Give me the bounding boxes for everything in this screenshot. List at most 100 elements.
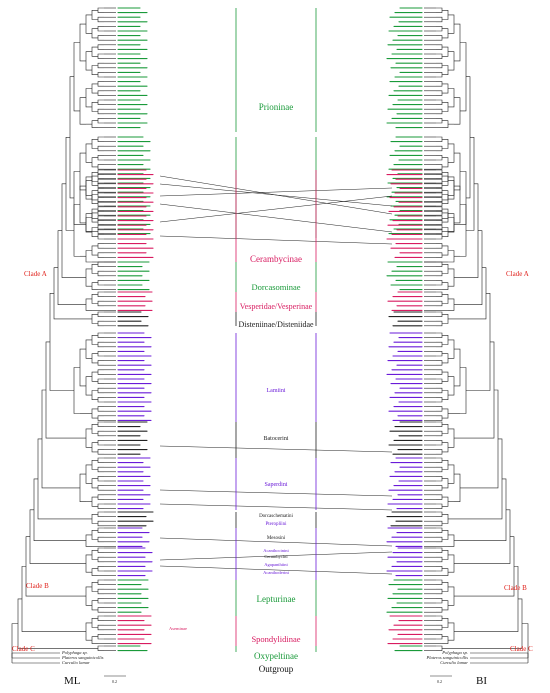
tree-branch bbox=[436, 252, 443, 258]
tree-branch bbox=[436, 624, 443, 631]
tree-branch bbox=[97, 494, 104, 500]
tree-branch bbox=[448, 176, 455, 196]
tree-branch bbox=[442, 139, 449, 149]
outgroup-taxon-left-2: Plateros sanguinicollis bbox=[61, 655, 104, 660]
tree-branch bbox=[436, 397, 443, 403]
tree-branch bbox=[97, 99, 104, 105]
tree-branch bbox=[460, 171, 467, 225]
tree-branch bbox=[436, 406, 443, 412]
tree-branch bbox=[448, 622, 455, 641]
subfamily-label-outgroup: Outgroup bbox=[259, 664, 294, 674]
subfamily-label-cerambycinae: Cerambycinae bbox=[250, 254, 302, 264]
tree-branch bbox=[442, 478, 449, 489]
subfamily-label-dorcasominae: Dorcasominae bbox=[251, 282, 300, 292]
tree-branch bbox=[442, 175, 449, 186]
tree-branch bbox=[436, 503, 443, 509]
tanglegram-connector bbox=[159, 183, 393, 207]
tanglegram-connector bbox=[159, 537, 393, 547]
tree-branch bbox=[442, 28, 449, 39]
tree-branch bbox=[85, 554, 92, 573]
tree-branch bbox=[97, 360, 104, 366]
tree-branch bbox=[442, 294, 449, 304]
tree-branch bbox=[91, 568, 98, 576]
tree-branch bbox=[442, 65, 449, 75]
tree-branch bbox=[436, 457, 443, 463]
tree-branch bbox=[448, 51, 455, 71]
tree-branch bbox=[442, 496, 449, 507]
tree-branch bbox=[448, 586, 455, 606]
tree-branch bbox=[85, 213, 92, 233]
tree-branch bbox=[436, 118, 443, 124]
tree-branch bbox=[436, 62, 443, 69]
tree-branch bbox=[97, 72, 104, 78]
tree-branch bbox=[73, 367, 80, 414]
right-tree-taxa bbox=[386, 7, 423, 652]
tree-branch bbox=[454, 152, 461, 191]
tree-branch bbox=[85, 622, 92, 641]
tree-branch bbox=[97, 598, 104, 604]
tree-branch bbox=[97, 369, 104, 375]
subfamily-label-aseminae: Aseminae bbox=[169, 626, 187, 631]
subfamily-label-cerambycini: Cerambycini bbox=[264, 554, 288, 559]
tree-branch bbox=[97, 607, 104, 613]
tree-branch bbox=[436, 99, 443, 105]
tree-branch bbox=[454, 185, 461, 224]
clade-c-label-right: Clade C bbox=[510, 645, 533, 653]
tree-branch bbox=[442, 390, 449, 400]
tree-root bbox=[11, 623, 18, 658]
tree-branch bbox=[91, 102, 98, 112]
tree-branch bbox=[97, 7, 104, 13]
tree-branch bbox=[436, 494, 443, 500]
tree-branch bbox=[85, 176, 92, 196]
tree-branch bbox=[436, 16, 443, 23]
tree-branch bbox=[79, 97, 86, 125]
tree-branch bbox=[97, 90, 104, 96]
tree-branch bbox=[454, 97, 461, 125]
tree-branch bbox=[442, 46, 449, 57]
tree-branch bbox=[442, 10, 449, 20]
tree-branch bbox=[91, 371, 98, 382]
tree-branch bbox=[436, 579, 443, 585]
tree-branch bbox=[436, 53, 443, 59]
tree-branch bbox=[436, 90, 443, 96]
tree-branch bbox=[97, 311, 104, 317]
tree-branch bbox=[442, 83, 449, 94]
tree-branch bbox=[73, 42, 80, 112]
tree-branch bbox=[448, 376, 455, 396]
tree-backbone bbox=[29, 509, 86, 564]
tree-branch bbox=[436, 536, 443, 543]
tree-branch bbox=[448, 298, 455, 311]
tree-branch bbox=[442, 530, 449, 540]
tree-branch bbox=[97, 118, 104, 124]
tree-branch bbox=[91, 390, 98, 400]
tree-branch bbox=[442, 582, 449, 592]
tree-branch bbox=[436, 440, 443, 446]
tree-branch bbox=[85, 143, 92, 163]
tree-branch bbox=[442, 314, 449, 324]
bi-tree bbox=[424, 7, 529, 664]
tree-branch bbox=[91, 28, 98, 39]
tree-branch bbox=[442, 102, 449, 112]
tree-branch bbox=[436, 145, 443, 152]
tree-branch bbox=[85, 180, 92, 200]
tree-branch bbox=[97, 341, 104, 348]
tree-branch bbox=[97, 378, 104, 384]
tree-branch bbox=[436, 351, 443, 357]
tree-branch bbox=[454, 348, 461, 387]
tree-branch bbox=[97, 145, 104, 152]
ml-panel-label: ML bbox=[64, 675, 81, 687]
tree-branch bbox=[442, 460, 449, 470]
tree-branch bbox=[91, 157, 98, 168]
subfamily-label-dorcaschematini: Dorcaschematini bbox=[259, 514, 293, 519]
tree-branch bbox=[97, 234, 104, 240]
tree-branch bbox=[97, 440, 104, 446]
tree-branch bbox=[85, 217, 92, 232]
subfamily-label-acanthoderini: Acanthoderini bbox=[263, 570, 289, 575]
tree-branch bbox=[85, 14, 92, 34]
tree-branch bbox=[91, 46, 98, 57]
outgroup-taxon-right-2: Plateros sanguinicollis bbox=[426, 655, 469, 660]
tree-branch bbox=[97, 320, 104, 327]
tree-branch bbox=[436, 332, 443, 338]
tree-branch bbox=[85, 250, 92, 263]
clade-b-label-left: Clade B bbox=[26, 582, 49, 590]
